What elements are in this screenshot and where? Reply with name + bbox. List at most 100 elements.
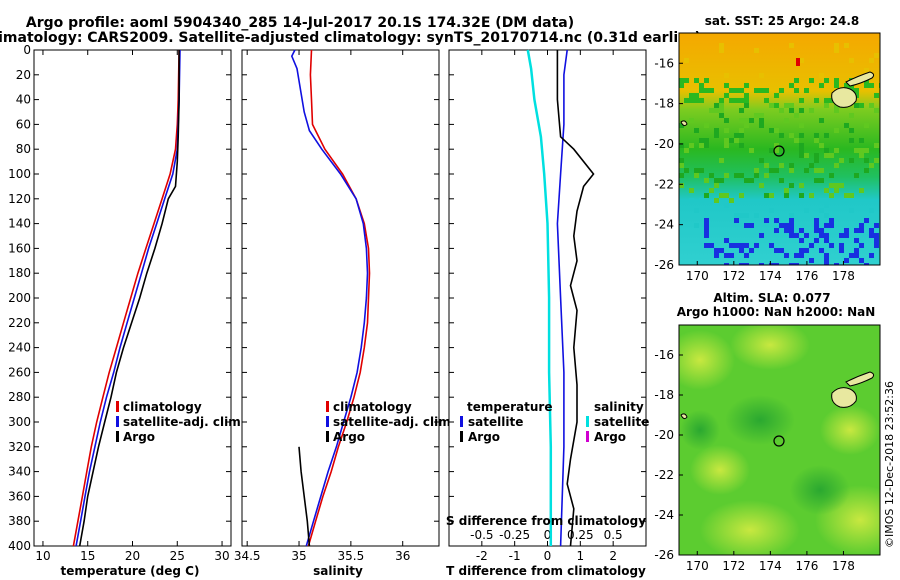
temperature-legend: climatology satellite-adj. clim. Argo	[116, 400, 245, 444]
sst-pixel	[869, 228, 874, 233]
sst-pixel	[694, 168, 699, 173]
sst-pixel	[779, 108, 784, 113]
sst-pixel	[759, 183, 764, 188]
sst-pixel	[849, 128, 854, 133]
x-tick-label: 36	[395, 549, 410, 563]
island-small	[680, 413, 688, 420]
sst-pixel	[824, 98, 829, 103]
sst-pixel	[874, 233, 879, 238]
sst-pixel	[769, 148, 774, 153]
sst-pixel	[739, 133, 744, 138]
sst-pixel	[794, 253, 799, 258]
sst-pixel	[874, 243, 879, 248]
y-tick-label: 260	[8, 365, 31, 379]
sst-pixel	[779, 163, 784, 168]
sst-pixel	[724, 93, 729, 98]
sst-pixel	[829, 153, 834, 158]
temperature-x-axis: 10 15 20 25 30	[35, 50, 230, 563]
salinity-xlabel: salinity	[313, 564, 363, 578]
sst-pixel	[859, 228, 864, 233]
sst-pixel	[704, 218, 709, 223]
legend-swatch-climatology	[116, 401, 119, 412]
temperature-panel: 0 20 40 60 80 100 120 140 160 180 200 220 240 260 280 3…	[8, 43, 245, 578]
sst-pixel	[724, 173, 729, 178]
sst-pixel	[694, 93, 699, 98]
sst-pixel	[824, 213, 829, 218]
sst-pixel	[779, 88, 784, 93]
sst-pixel	[754, 173, 759, 178]
sla-blob-low	[680, 410, 720, 450]
sst-pixel	[859, 188, 864, 193]
sst-pixel	[734, 218, 739, 223]
sst-pixel	[859, 223, 864, 228]
sst-pixel	[789, 83, 794, 88]
map-x-tick-label: 174	[759, 269, 782, 283]
sst-pixel	[689, 93, 694, 98]
sst-pixel	[869, 163, 874, 168]
sst-pixel	[684, 58, 689, 63]
map-y-tick-label: -22	[654, 468, 674, 482]
sst-pixel	[704, 178, 709, 183]
sst-pixel	[864, 168, 869, 173]
sst-pixel	[774, 143, 779, 148]
sla-blobs	[679, 325, 880, 555]
sst-pixel	[739, 98, 744, 103]
sst-pixel	[809, 258, 814, 263]
sst-pixel	[824, 133, 829, 138]
sst-pixel	[804, 198, 809, 203]
sst-pixel	[839, 183, 844, 188]
sst-pixel	[694, 78, 699, 83]
legend-label-argo: Argo	[123, 430, 155, 444]
argo-location-marker	[773, 145, 785, 157]
legend-label-climatology: climatology	[333, 400, 412, 414]
sst-pixel	[829, 243, 834, 248]
sst-pixel	[679, 163, 684, 168]
sst-pixel	[714, 103, 719, 108]
sst-pixel	[704, 138, 709, 143]
legend-swatch-satellite	[326, 416, 329, 427]
map-y-tick-label: -26	[654, 258, 674, 272]
difference-legend-salinity: salinity satellite Argo	[586, 400, 649, 444]
sst-pixel	[834, 188, 839, 193]
sst-pixel	[774, 148, 779, 153]
sst-pixel	[799, 133, 804, 138]
legend-title-temperature: temperature	[467, 400, 552, 414]
sst-pixel	[854, 103, 859, 108]
sst-pixel	[739, 128, 744, 133]
sst-pixel	[799, 58, 804, 63]
sst-pixel	[844, 193, 849, 198]
sst-pixel	[824, 198, 829, 203]
sst-pixel	[769, 208, 774, 213]
sst-pixel	[824, 188, 829, 193]
sst-pixel	[799, 253, 804, 258]
island-small	[680, 120, 688, 127]
sst-pixel	[794, 113, 799, 118]
legend-label-salinity-argo: Argo	[594, 430, 626, 444]
sst-pixel	[769, 168, 774, 173]
sst-pixel	[744, 118, 749, 123]
sst-pixel	[844, 83, 849, 88]
difference-legend-temperature: temperature satellite Argo	[460, 400, 552, 444]
sst-pixel	[754, 48, 759, 53]
sst-pixel	[719, 113, 724, 118]
island-outlines	[680, 71, 875, 127]
legend-swatch-satellite	[116, 416, 119, 427]
sst-pixel	[744, 213, 749, 218]
x-tick-label: -2	[476, 549, 488, 563]
series-line-climatology	[307, 49, 371, 547]
sst-pixel	[704, 123, 709, 128]
sst-pixel	[849, 198, 854, 203]
sst-pixel	[724, 143, 729, 148]
sst-pixel	[699, 198, 704, 203]
sst-pixel	[689, 188, 694, 193]
sst-pixel	[684, 148, 689, 153]
sst-pixel	[784, 188, 789, 193]
sst-pixel	[799, 108, 804, 113]
sst-pixel	[829, 98, 834, 103]
sst-pixel	[869, 233, 874, 238]
sst-pixel	[739, 213, 744, 218]
sst-pixel	[829, 183, 834, 188]
sst-pixel	[799, 193, 804, 198]
sla-blob	[679, 330, 735, 390]
map-y-tick-label: -18	[654, 388, 674, 402]
